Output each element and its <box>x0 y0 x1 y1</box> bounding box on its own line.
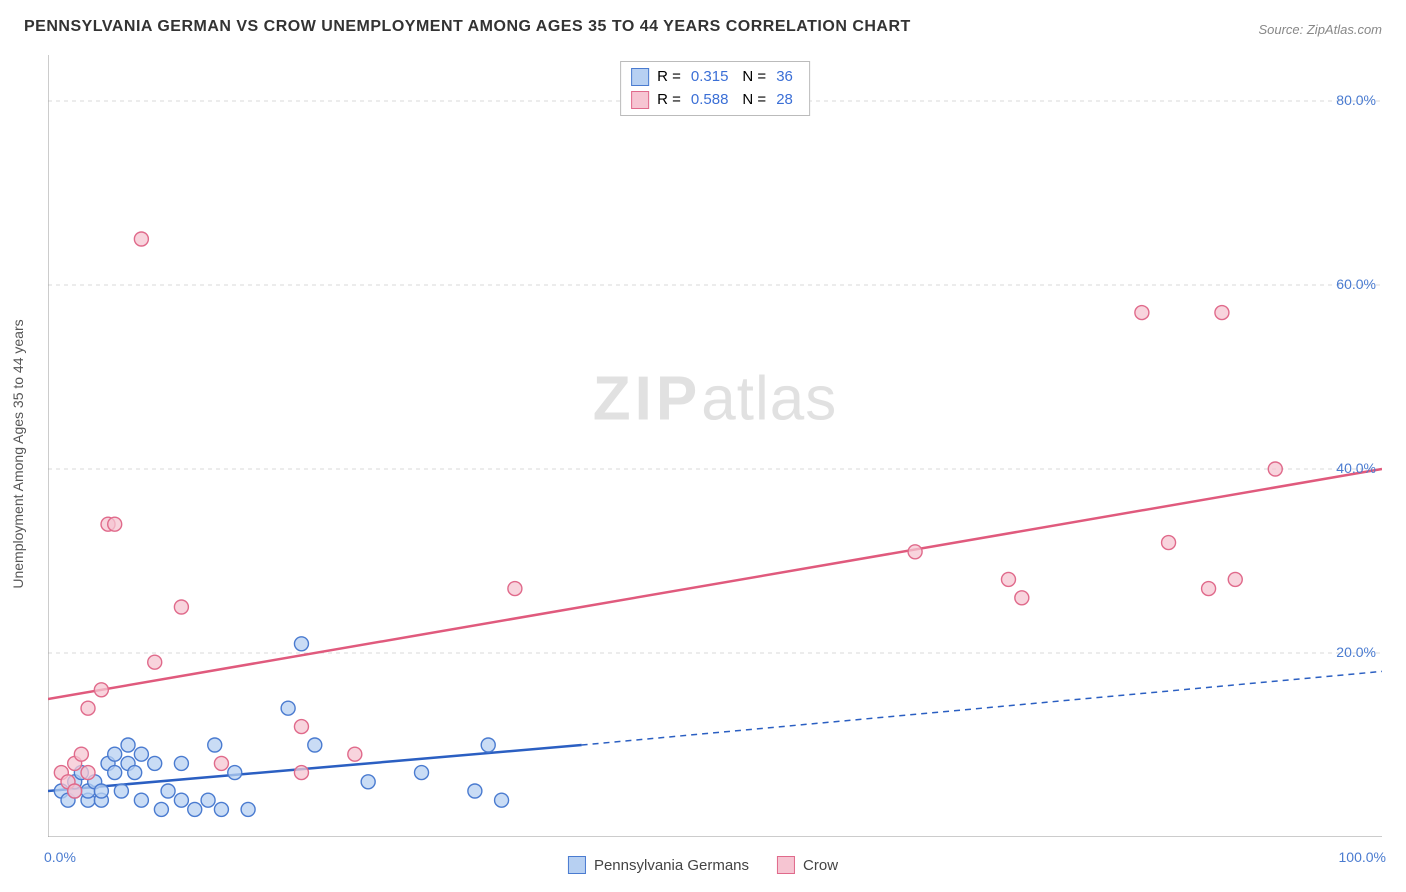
data-point <box>294 720 308 734</box>
data-point <box>74 747 88 761</box>
data-point <box>1135 306 1149 320</box>
source-attribution: Source: ZipAtlas.com <box>1258 22 1382 37</box>
data-point <box>114 784 128 798</box>
data-point <box>1202 582 1216 596</box>
r-value: 0.315 <box>691 66 729 89</box>
data-point <box>481 738 495 752</box>
data-point <box>148 655 162 669</box>
data-point <box>81 701 95 715</box>
series-swatch <box>568 856 586 874</box>
data-point <box>294 766 308 780</box>
r-value: 0.588 <box>691 89 729 112</box>
series-swatch <box>631 91 649 109</box>
data-point <box>508 582 522 596</box>
data-point <box>154 802 168 816</box>
legend: Pennsylvania Germans Crow <box>568 856 838 874</box>
y-axis-label: Unemployment Among Ages 35 to 44 years <box>10 319 26 588</box>
chart-title: PENNSYLVANIA GERMAN VS CROW UNEMPLOYMENT… <box>24 18 911 36</box>
stats-row: R = 0.315 N = 36 <box>631 66 799 89</box>
data-point <box>1001 572 1015 586</box>
data-point <box>174 600 188 614</box>
data-point <box>134 232 148 246</box>
n-label: N = <box>742 66 766 89</box>
legend-item: Crow <box>777 856 838 874</box>
data-point <box>208 738 222 752</box>
trend-line <box>48 469 1382 699</box>
r-label: R = <box>657 89 681 112</box>
data-point <box>495 793 509 807</box>
data-point <box>94 784 108 798</box>
data-point <box>201 793 215 807</box>
data-point <box>908 545 922 559</box>
data-point <box>134 793 148 807</box>
data-point <box>121 738 135 752</box>
data-point <box>361 775 375 789</box>
data-point <box>214 802 228 816</box>
chart-area: Unemployment Among Ages 35 to 44 years Z… <box>48 55 1382 837</box>
r-label: R = <box>657 66 681 89</box>
data-point <box>108 747 122 761</box>
series-swatch <box>631 68 649 86</box>
scatter-plot <box>48 55 1382 837</box>
legend-item: Pennsylvania Germans <box>568 856 749 874</box>
data-point <box>188 802 202 816</box>
stats-row: R = 0.588 N = 28 <box>631 89 799 112</box>
data-point <box>68 784 82 798</box>
correlation-stats-box: R = 0.315 N = 36 R = 0.588 N = 28 <box>620 61 810 116</box>
data-point <box>1015 591 1029 605</box>
data-point <box>1215 306 1229 320</box>
axis-tick-label: 80.0% <box>1336 92 1376 108</box>
legend-label: Crow <box>803 857 838 874</box>
data-point <box>294 637 308 651</box>
axis-tick-label: 20.0% <box>1336 644 1376 660</box>
axis-tick-label: 60.0% <box>1336 276 1376 292</box>
data-point <box>174 756 188 770</box>
data-point <box>214 756 228 770</box>
axis-tick-label: 100.0% <box>1339 849 1386 865</box>
data-point <box>108 517 122 531</box>
axis-tick-label: 40.0% <box>1336 460 1376 476</box>
data-point <box>174 793 188 807</box>
trend-line-extension <box>582 671 1382 745</box>
data-point <box>128 766 142 780</box>
legend-label: Pennsylvania Germans <box>594 857 749 874</box>
n-label: N = <box>742 89 766 112</box>
data-point <box>81 766 95 780</box>
data-point <box>108 766 122 780</box>
data-point <box>148 756 162 770</box>
series-swatch <box>777 856 795 874</box>
data-point <box>94 683 108 697</box>
data-point <box>161 784 175 798</box>
data-point <box>1268 462 1282 476</box>
n-value: 36 <box>776 66 793 89</box>
data-point <box>415 766 429 780</box>
axis-tick-label: 0.0% <box>44 849 76 865</box>
data-point <box>308 738 322 752</box>
data-point <box>1162 536 1176 550</box>
data-point <box>241 802 255 816</box>
data-point <box>134 747 148 761</box>
data-point <box>281 701 295 715</box>
data-point <box>228 766 242 780</box>
n-value: 28 <box>776 89 793 112</box>
data-point <box>1228 572 1242 586</box>
data-point <box>348 747 362 761</box>
data-point <box>468 784 482 798</box>
